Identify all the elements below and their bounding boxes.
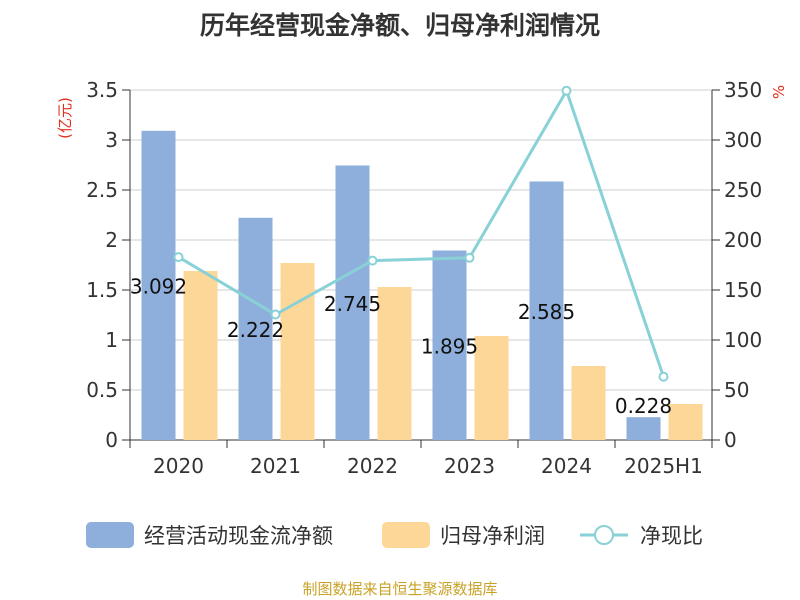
x-tick-label: 2021 xyxy=(250,454,301,478)
y-left-tick-label: 1 xyxy=(105,328,118,352)
bar-net-profit xyxy=(183,271,218,440)
y-left-tick-label: 0 xyxy=(105,428,118,452)
bar-cash-flow xyxy=(141,130,176,441)
y-left-tick-label: 3.5 xyxy=(86,78,118,102)
line-point xyxy=(367,255,378,266)
legend-label-cash-flow: 经营活动现金流净额 xyxy=(144,524,333,548)
bar-cash-flow xyxy=(238,217,273,440)
bar-net-profit xyxy=(474,336,509,440)
legend-label-cash-ratio: 净现比 xyxy=(640,524,703,548)
line-point xyxy=(561,85,572,96)
data-label: 2.745 xyxy=(324,292,381,316)
legend-swatch-net-profit xyxy=(382,522,430,548)
y-left-tick-label: 2.5 xyxy=(86,178,118,202)
data-label: 2.585 xyxy=(518,300,575,324)
data-label: 3.092 xyxy=(130,274,187,298)
data-label: 0.228 xyxy=(615,394,672,418)
y-left-tick-label: 3 xyxy=(105,128,118,152)
bar-cash-flow xyxy=(335,165,370,440)
y-right-tick-label: 200 xyxy=(724,228,762,252)
line-point xyxy=(173,252,184,263)
x-tick-label: 2020 xyxy=(153,454,204,478)
y-right-tick-label: 350 xyxy=(724,78,762,102)
legend-label-net-profit: 归母净利润 xyxy=(440,524,545,548)
y-right-tick-label: 100 xyxy=(724,328,762,352)
chart-title: 历年经营现金净额、归母净利润情况 xyxy=(199,11,600,40)
bar-net-profit xyxy=(571,366,606,440)
y-right-tick-label: 250 xyxy=(724,178,762,202)
bar-cash-flow xyxy=(626,417,661,440)
y-left-tick-label: 0.5 xyxy=(86,378,118,402)
y-right-tick-label: 150 xyxy=(724,278,762,302)
line-point xyxy=(658,371,669,382)
y-left-tick-label: 2 xyxy=(105,228,118,252)
bar-net-profit xyxy=(280,263,315,440)
bar-net-profit xyxy=(377,287,412,440)
y-left-tick-label: 1.5 xyxy=(86,278,118,302)
x-tick-label: 2024 xyxy=(541,454,592,478)
data-label: 1.895 xyxy=(421,334,478,358)
bar-cash-flow xyxy=(529,181,564,440)
line-cash-ratio xyxy=(177,87,665,378)
bar-net-profit xyxy=(668,404,703,440)
data-label: 2.222 xyxy=(227,318,284,342)
x-tick-label: 2022 xyxy=(347,454,398,478)
x-tick-label: 2023 xyxy=(444,454,495,478)
line-point xyxy=(270,309,281,320)
line-point xyxy=(464,252,475,263)
legend-marker-cash-ratio xyxy=(594,525,614,545)
y-right-tick-label: 300 xyxy=(724,128,762,152)
y-right-tick-label: 50 xyxy=(724,378,749,402)
y-right-tick-label: 0 xyxy=(724,428,737,452)
legend-swatch-cash-flow xyxy=(86,522,134,548)
data-source-note: 制图数据来自恒生聚源数据库 xyxy=(302,580,498,598)
bar-cash-flow xyxy=(432,250,467,440)
x-tick-label: 2025H1 xyxy=(624,454,703,478)
y-right-axis-label: % xyxy=(770,85,788,99)
y-left-axis-label: (亿元) xyxy=(56,97,74,139)
